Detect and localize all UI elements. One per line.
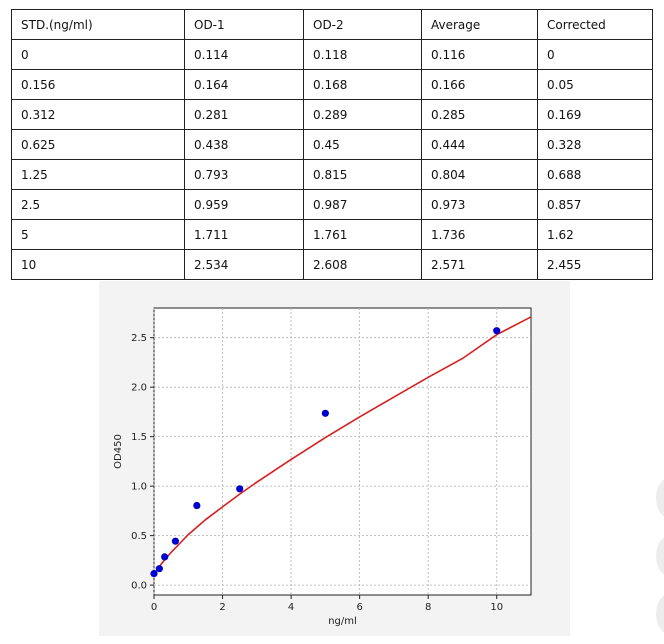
- table-row: 0 0.114 0.118 0.116 0: [11, 39, 653, 70]
- table-cell: 0.164: [184, 69, 304, 100]
- data-point: [193, 501, 201, 510]
- x-axis-label: ng/ml: [328, 616, 357, 627]
- table-cell: 0.281: [184, 99, 304, 130]
- table-cell: 0.156: [11, 69, 185, 100]
- table-cell: 1.62: [537, 219, 653, 250]
- table-cell: 0.312: [11, 99, 185, 130]
- table-cell: 0: [537, 39, 653, 70]
- table-cell: 0.168: [303, 69, 422, 100]
- data-point: [321, 409, 329, 417]
- grid-lines: [153, 308, 531, 595]
- table-cell: 0.973: [421, 189, 538, 220]
- table-cell: 0.114: [184, 39, 304, 70]
- table-cell: 0.166: [421, 69, 538, 100]
- standard-curve-chart: 0 2 4 6 8 10 0.0 0.5 1.0 1.5 2.0 2.5 ng/ml OD450: [99, 281, 570, 636]
- header-od2: OD-2: [303, 9, 422, 40]
- plot-area: [153, 307, 532, 596]
- table-cell: 0.688: [537, 159, 653, 190]
- data-point: [236, 485, 244, 493]
- table-row: 0.312 0.281 0.289 0.285 0.169: [11, 99, 653, 130]
- y-axis-label: OD450: [113, 434, 124, 469]
- y-tick-label: 2.5: [131, 333, 147, 344]
- scroll-bubble-decoration: [656, 478, 664, 518]
- header-od1: OD-1: [184, 9, 304, 40]
- table-cell: 0.118: [303, 39, 422, 70]
- table-cell: 1.711: [184, 219, 304, 250]
- x-tick-label: 2: [219, 602, 225, 613]
- table-cell: 10: [11, 249, 185, 280]
- table-cell: 1.25: [11, 159, 185, 190]
- x-tick-label: 10: [490, 602, 503, 613]
- table-cell: 5: [11, 219, 185, 250]
- axis-ticks: 0 2 4 6 8 10 0.0 0.5 1.0 1.5 2.0 2.5: [131, 333, 503, 613]
- table-cell: 2.571: [421, 249, 538, 280]
- table-cell: 0.289: [303, 99, 422, 130]
- y-tick-label: 1.0: [131, 482, 147, 493]
- table-cell: 1.736: [421, 219, 538, 250]
- table-cell: 0: [11, 39, 185, 70]
- table-row: 1.25 0.793 0.815 0.804 0.688: [11, 159, 653, 190]
- table-cell: 0.45: [303, 129, 422, 160]
- table-row: 5 1.711 1.761 1.736 1.62: [11, 219, 653, 250]
- table-row: 0.625 0.438 0.45 0.444 0.328: [11, 129, 653, 160]
- table-cell: 0.625: [11, 129, 185, 160]
- header-average: Average: [421, 9, 538, 40]
- scroll-bubble-decoration: [656, 594, 664, 634]
- x-tick-label: 4: [288, 602, 294, 613]
- header-std: STD.(ng/ml): [11, 9, 185, 40]
- data-point: [493, 327, 501, 335]
- table-cell: 0.285: [421, 99, 538, 130]
- table-cell: 2.608: [303, 249, 422, 280]
- scroll-bubble-decoration: [656, 536, 664, 576]
- x-tick-label: 8: [425, 602, 431, 613]
- data-point: [150, 570, 158, 578]
- table-cell: 1.761: [303, 219, 422, 250]
- table-cell: 0.815: [303, 159, 422, 190]
- table-header-row: STD.(ng/ml) OD-1 OD-2 Average Corrected: [11, 9, 653, 40]
- data-point: [161, 553, 169, 561]
- data-point: [171, 537, 180, 545]
- table-cell: 2.455: [537, 249, 653, 280]
- data-point: [155, 565, 163, 573]
- table-row: 10 2.534 2.608 2.571 2.455: [11, 249, 653, 280]
- table-cell: 0.328: [537, 129, 653, 160]
- y-tick-label: 0.5: [131, 531, 147, 542]
- table-cell: 0.959: [184, 189, 304, 220]
- data-points: [150, 327, 501, 578]
- table-cell: 0.987: [303, 189, 422, 220]
- table-cell: 2.534: [184, 249, 304, 280]
- x-tick-label: 0: [151, 602, 157, 613]
- y-tick-label: 2.0: [131, 383, 147, 394]
- y-tick-label: 1.5: [131, 432, 147, 443]
- table-cell: 0.169: [537, 99, 653, 130]
- y-tick-label: 0.0: [131, 581, 147, 592]
- table-row: 2.5 0.959 0.987 0.973 0.857: [11, 189, 653, 220]
- table-cell: 0.804: [421, 159, 538, 190]
- x-tick-label: 6: [356, 602, 362, 613]
- fit-curve-line: [154, 316, 531, 575]
- table-row: 0.156 0.164 0.168 0.166 0.05: [11, 69, 653, 100]
- table-cell: 0.116: [421, 39, 538, 70]
- table-cell: 0.438: [184, 129, 304, 160]
- table-cell: 0.857: [537, 189, 653, 220]
- table-cell: 0.05: [537, 69, 653, 100]
- chart-canvas: 0 2 4 6 8 10 0.0 0.5 1.0 1.5 2.0 2.5 ng/ml OD450: [113, 307, 532, 627]
- standards-table: STD.(ng/ml) OD-1 OD-2 Average Corrected …: [11, 9, 653, 280]
- table-cell: 0.444: [421, 129, 538, 160]
- table-cell: 0.793: [184, 159, 304, 190]
- table-cell: 2.5: [11, 189, 185, 220]
- header-corrected: Corrected: [537, 9, 653, 40]
